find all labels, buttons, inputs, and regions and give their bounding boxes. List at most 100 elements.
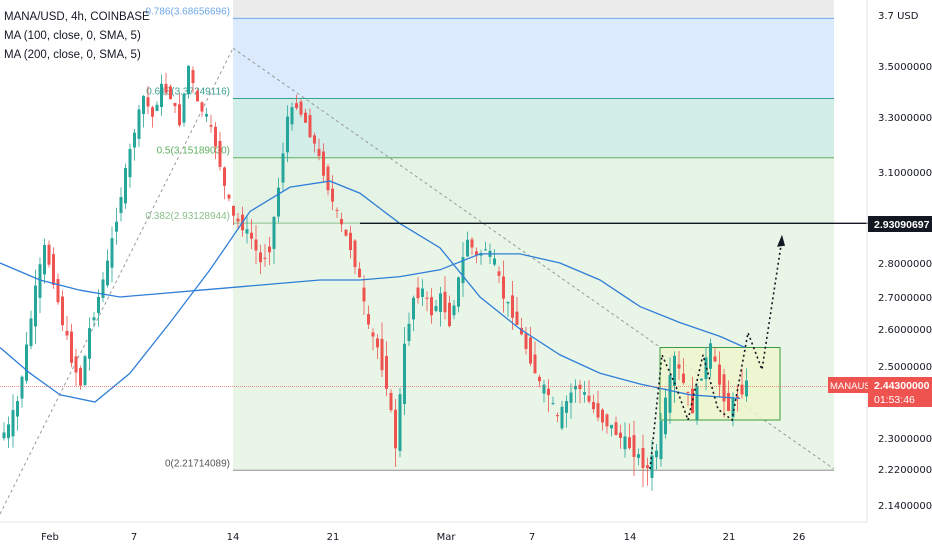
price-tick-label: 2.22000000 (878, 465, 932, 476)
candle (227, 193, 231, 202)
time-tick-label: 21 (327, 532, 340, 543)
candle-body (38, 264, 42, 298)
fib-zone-382 (233, 223, 834, 471)
candle (538, 374, 541, 388)
candle (268, 236, 271, 266)
candle (646, 457, 649, 486)
candle (614, 416, 618, 436)
candle (344, 229, 348, 237)
candle (250, 218, 253, 250)
candle (461, 242, 465, 297)
candle-body (722, 374, 726, 402)
time-axis[interactable]: Feb 7 14 21 Mar 7 14 21 26 (41, 532, 805, 543)
candle-body (542, 384, 546, 394)
candle-body (322, 151, 325, 176)
candle (322, 143, 325, 182)
candle-body (362, 287, 366, 302)
candle (182, 93, 186, 127)
candle (34, 269, 37, 344)
candle-body (718, 364, 721, 385)
price-tick-label: 2.30000000 (878, 434, 932, 445)
candle-body (619, 432, 622, 438)
level-badge: 2.93090697 (868, 216, 932, 232)
candle-body (529, 337, 532, 364)
candle-body (448, 302, 451, 327)
candle (2, 422, 6, 441)
candle-body (376, 338, 379, 348)
candle-body (709, 343, 712, 369)
candle-body (115, 221, 118, 232)
candle (65, 315, 69, 340)
candle-body (34, 285, 37, 327)
candle-body (632, 435, 636, 457)
candle (119, 187, 123, 222)
candle (448, 295, 451, 328)
candle (745, 368, 748, 402)
candle-body (326, 166, 330, 191)
fib-label-0-382: 0.382(2.93128944) (145, 211, 230, 222)
candle (254, 224, 258, 265)
candle (506, 301, 510, 317)
candle-body (596, 403, 600, 418)
candle (722, 368, 726, 418)
candle-body (655, 450, 658, 458)
candle-body (610, 424, 613, 429)
candle (569, 383, 573, 419)
candle-body (146, 97, 150, 107)
price-badge-symbol-bg (828, 377, 868, 393)
candle-body (565, 401, 568, 413)
candle-body (389, 392, 393, 411)
candle (272, 215, 276, 264)
candle-body (614, 422, 618, 436)
candle (56, 273, 60, 305)
candle (83, 354, 87, 386)
candle-body (533, 354, 537, 374)
candle-body (524, 333, 528, 349)
candle-body (695, 385, 699, 420)
candle-body (214, 126, 217, 147)
price-axis[interactable]: 3.7 USD 3.50000000 3.30000000 3.10000000 2.8… (878, 11, 932, 512)
candle-body (295, 103, 298, 109)
fib-zone-top (233, 0, 834, 19)
candle (313, 132, 316, 153)
candle-body (236, 218, 240, 222)
candle-body (713, 356, 717, 362)
ma200-line (0, 180, 741, 403)
candle (196, 88, 199, 102)
candle (515, 297, 519, 326)
candle-body (578, 384, 582, 390)
price-badge-symbol: MANAUSD (830, 381, 878, 392)
candle-body (574, 385, 577, 390)
candle (128, 143, 132, 188)
candle-body (137, 109, 141, 139)
candle-body (119, 197, 123, 213)
candle (16, 395, 19, 431)
candle-body (605, 414, 609, 427)
candle (223, 166, 226, 200)
candle-body (628, 437, 631, 449)
candle (403, 327, 406, 416)
candle-body (691, 388, 694, 414)
candle (74, 348, 78, 387)
candle (565, 395, 568, 428)
candle (43, 238, 46, 284)
candle-body (430, 297, 433, 316)
candle-body (106, 260, 109, 286)
candle-body (2, 432, 6, 439)
candle (164, 72, 168, 96)
candle (551, 396, 555, 406)
candle-body (191, 70, 195, 84)
candle-body (349, 232, 352, 251)
candle (200, 101, 204, 117)
candle-body (371, 332, 375, 337)
candle (331, 175, 334, 211)
candle (169, 84, 172, 100)
candle-body (340, 219, 343, 225)
candle (619, 424, 622, 449)
candle-body (101, 279, 105, 298)
trendline-ascending (0, 47, 234, 515)
candle-body (560, 406, 564, 429)
candle (308, 108, 312, 138)
candle-body (538, 376, 541, 382)
